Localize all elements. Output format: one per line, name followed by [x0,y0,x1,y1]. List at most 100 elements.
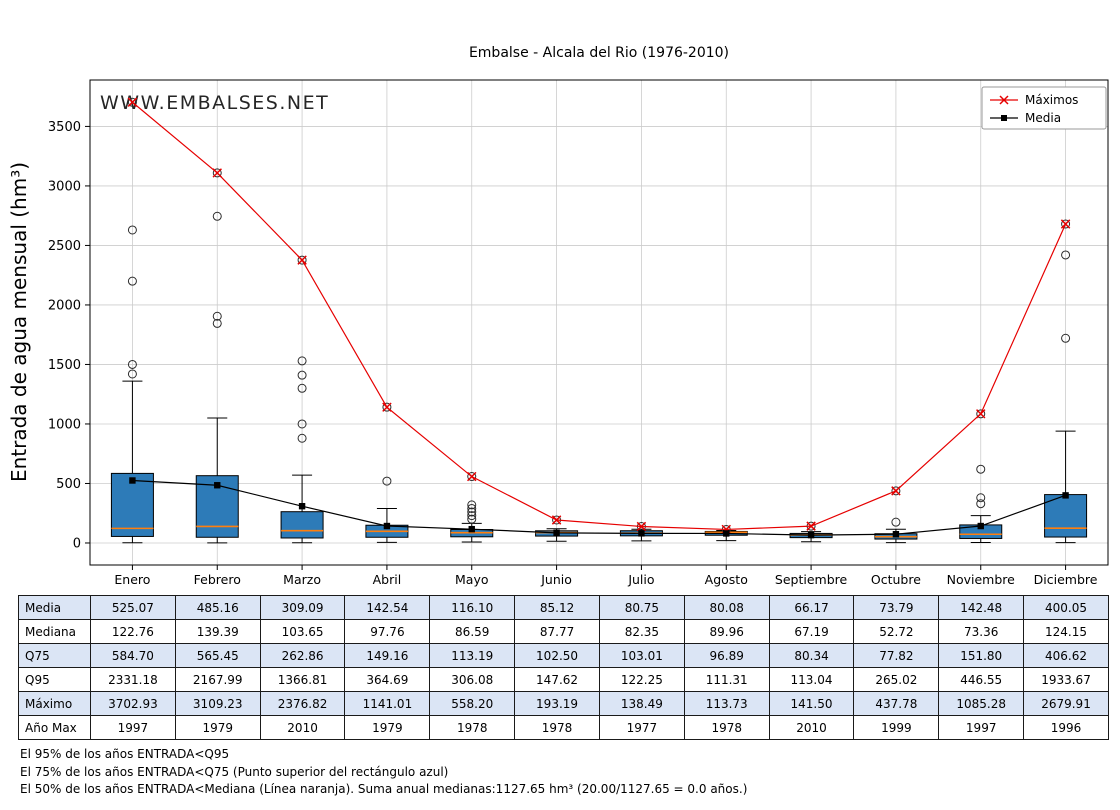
table-row-media: Media 525.07 485.16 309.09 142.54 116.10 85.12… [18,595,1109,620]
table-cell: 52.72 [853,619,940,644]
table-cell: 138.49 [598,691,685,716]
table-cell: 85.12 [514,595,600,620]
table-cell: 80.75 [598,595,685,620]
x-tick-label: Septiembre [775,572,848,587]
footnotes: El 95% de los años ENTRADA<Q95 El 75% de… [20,746,747,799]
footnote-q95: El 95% de los años ENTRADA<Q95 [20,747,230,761]
table-cell: 87.77 [514,619,600,644]
table-cell: 1978 [429,715,516,740]
stats-table: Media 525.07 485.16 309.09 142.54 116.10 85.12… [18,595,1109,740]
table-cell: 309.09 [259,595,346,620]
table-cell: 122.76 [90,619,176,644]
table-cell: 124.15 [1023,619,1109,644]
x-tick-label: Junio [540,572,572,587]
y-tick-label: 500 [56,477,81,492]
table-cell: 525.07 [90,595,176,620]
table-cell: 103.01 [598,643,685,668]
table-cell: 2010 [768,715,855,740]
series-media [129,477,1069,539]
table-cell: 96.89 [683,643,770,668]
row-label: Año Max [18,715,91,740]
table-cell: 485.16 [174,595,261,620]
table-cell: 66.17 [768,595,855,620]
legend-label-maximos: Máximos [1025,93,1078,107]
x-tick-label: Diciembre [1034,572,1098,587]
x-tick-label: Noviembre [947,572,1016,587]
table-row-q95: Q95 2331.18 2167.99 1366.81 364.69 306.08 147.… [18,667,1109,692]
table-cell: 262.86 [259,643,346,668]
table-cell: 80.08 [683,595,770,620]
boxplots [110,97,1088,544]
table-cell: 149.16 [344,643,431,668]
chart: WWW.EMBALSES.NET 0 500 1000 1500 2000 2500 300… [7,45,1109,587]
table-cell: 265.02 [853,667,940,692]
table-cell: 193.19 [514,691,600,716]
plot-frame [89,79,1109,566]
legend-label-media: Media [1025,111,1061,125]
footnote-q75: El 75% de los años ENTRADA<Q75 (Punto su… [20,764,449,779]
boxplot-marzo [280,255,324,544]
table-cell: 139.39 [174,619,261,644]
table-cell: 89.96 [683,619,770,644]
table-cell: 151.80 [938,643,1025,668]
table-cell: 102.50 [514,643,600,668]
x-tick-label: Marzo [283,572,321,587]
table-cell: 77.82 [853,643,940,668]
table-cell: 141.50 [768,691,855,716]
maximos-x-icon [999,95,1009,105]
table-cell: 1933.67 [1023,667,1109,692]
table-row-máximo: Máximo 3702.93 3109.23 2376.82 1141.01 558.20… [18,691,1109,716]
table-cell: 1999 [853,715,940,740]
table-cell: 2331.18 [90,667,176,692]
table-cell: 2679.91 [1023,691,1109,716]
table-cell: 2167.99 [174,667,261,692]
table-cell: 73.36 [938,619,1025,644]
table-cell: 437.78 [853,691,940,716]
table-cell: 113.04 [768,667,855,692]
chart-title: Embalse - Alcala del Rio (1976-2010) [469,45,729,61]
table-cell: 1979 [344,715,431,740]
legend: Máximos Media [981,86,1107,130]
x-tick-label: Enero [114,572,150,587]
table-cell: 3702.93 [90,691,176,716]
table-cell: 142.54 [344,595,431,620]
watermark: WWW.EMBALSES.NET [100,92,329,114]
y-tick-label: 3500 [48,120,81,135]
x-tick-label: Febrero [194,572,241,587]
table-cell: 82.35 [598,619,685,644]
table-cell: 97.76 [344,619,431,644]
table-cell: 565.45 [174,643,261,668]
table-row-año-max: Año Max 1997 1979 2010 1979 1978 1978 1977 1978 2… [18,715,1109,740]
table-cell: 111.31 [683,667,770,692]
table-cell: 1997 [938,715,1025,740]
table-cell: 1977 [598,715,685,740]
media-square-icon [1001,115,1007,121]
table-cell: 400.05 [1023,595,1109,620]
table-cell: 73.79 [853,595,940,620]
table-cell: 113.73 [683,691,770,716]
x-tick-label: Agosto [705,572,748,587]
row-label: Q75 [18,643,91,668]
y-tick-label: 0 [73,536,81,551]
table-cell: 103.65 [259,619,346,644]
table-cell: 306.08 [429,667,516,692]
row-label: Mediana [18,619,91,644]
y-tick-label: 3000 [48,179,81,194]
y-tick-label: 1000 [48,417,81,432]
y-tick-label: 2000 [48,298,81,313]
table-cell: 1979 [174,715,261,740]
table-cell: 1978 [683,715,770,740]
row-label: Q95 [18,667,91,692]
x-tick-label: Mayo [455,572,489,587]
y-tick-label: 1500 [48,358,81,373]
series-maximos [127,97,1071,535]
table-cell: 1997 [90,715,176,740]
table-cell: 1996 [1023,715,1109,740]
table-cell: 1141.01 [344,691,431,716]
y-axis-label: Entrada de agua mensual (hm³) [7,162,31,482]
table-cell: 1366.81 [259,667,346,692]
table-cell: 116.10 [429,595,516,620]
table-cell: 406.62 [1023,643,1109,668]
x-tick-label: Octubre [871,572,921,587]
